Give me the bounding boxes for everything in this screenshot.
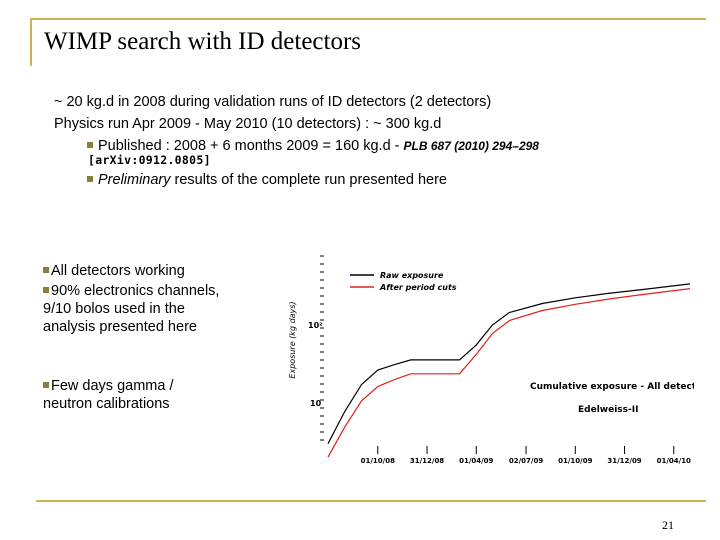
x-tick-label: 01/10/08 (361, 457, 395, 465)
frame-top-rule (30, 18, 706, 20)
text-line-2: Physics run Apr 2009 - May 2010 (10 dete… (54, 116, 442, 132)
legend: Raw exposure After period cuts (350, 271, 457, 292)
x-tick-labels: 01/10/08 31/12/08 01/04/09 02/07/09 01/10/09… (361, 457, 691, 465)
experiment-label: Edelweiss-II (578, 405, 638, 415)
x-tick-label: 01/04/10 (657, 457, 691, 465)
bullet-icon (43, 267, 49, 273)
frame-left-rule (30, 18, 32, 66)
x-tick-label: 31/12/09 (607, 457, 641, 465)
x-tick-label: 01/10/09 (558, 457, 592, 465)
text-line-1: ~ 20 kg.d in 2008 during validation runs… (54, 94, 492, 110)
published-text: Published : 2008 + 6 months 2009 = 160 k… (98, 138, 404, 154)
slide-title: WIMP search with ID detectors (44, 28, 362, 55)
y-tick-label-10: 10 (310, 399, 322, 408)
bullet-icon (87, 142, 93, 148)
chart-annotation: Cumulative exposure - All detectors (530, 382, 694, 392)
page-number: 21 (662, 518, 674, 532)
bullet-icon (43, 287, 49, 293)
preliminary-text: results of the complete run presented he… (170, 172, 447, 188)
raw-exposure-line (327, 283, 691, 444)
legend-cuts-label: After period cuts (379, 283, 457, 292)
side-text-1: All detectors working (51, 263, 185, 279)
side-text-2: 90% electronics channels, 9/10 bolos use… (43, 283, 220, 335)
side-item-all-detectors: All detectors working (43, 262, 243, 280)
preliminary-word: Preliminary (98, 172, 171, 188)
side-item-electronics: 90% electronics channels, 9/10 bolos use… (43, 282, 238, 336)
after-cuts-line (327, 288, 691, 458)
y-axis-label: Exposure (kg days) (288, 301, 297, 378)
y-tick-marks (320, 255, 324, 441)
exposure-chart: Exposure (kg days) 10² 10 01/10/08 31/12/… (286, 248, 694, 468)
bullet-icon (43, 382, 49, 388)
legend-raw-label: Raw exposure (380, 271, 444, 280)
preliminary-line: Preliminary results of the complete run … (87, 172, 447, 188)
x-tick-label: 01/04/09 (459, 457, 493, 465)
plot-background (286, 248, 694, 468)
published-line: Published : 2008 + 6 months 2009 = 160 k… (87, 138, 539, 154)
bullet-icon (87, 176, 93, 182)
x-tick-label: 02/07/09 (509, 457, 543, 465)
frame-bottom-rule (36, 500, 706, 502)
plb-reference: PLB 687 (2010) 294–298 (403, 139, 539, 153)
arxiv-reference: [arXiv:0912.0805] (88, 153, 211, 167)
side-text-3: Few days gamma / neutron calibrations (43, 378, 174, 412)
x-tick-marks (377, 446, 675, 454)
y-tick-label-100: 10² (308, 321, 323, 330)
side-item-calibrations: Few days gamma / neutron calibrations (43, 377, 213, 413)
x-tick-label: 31/12/08 (410, 457, 444, 465)
